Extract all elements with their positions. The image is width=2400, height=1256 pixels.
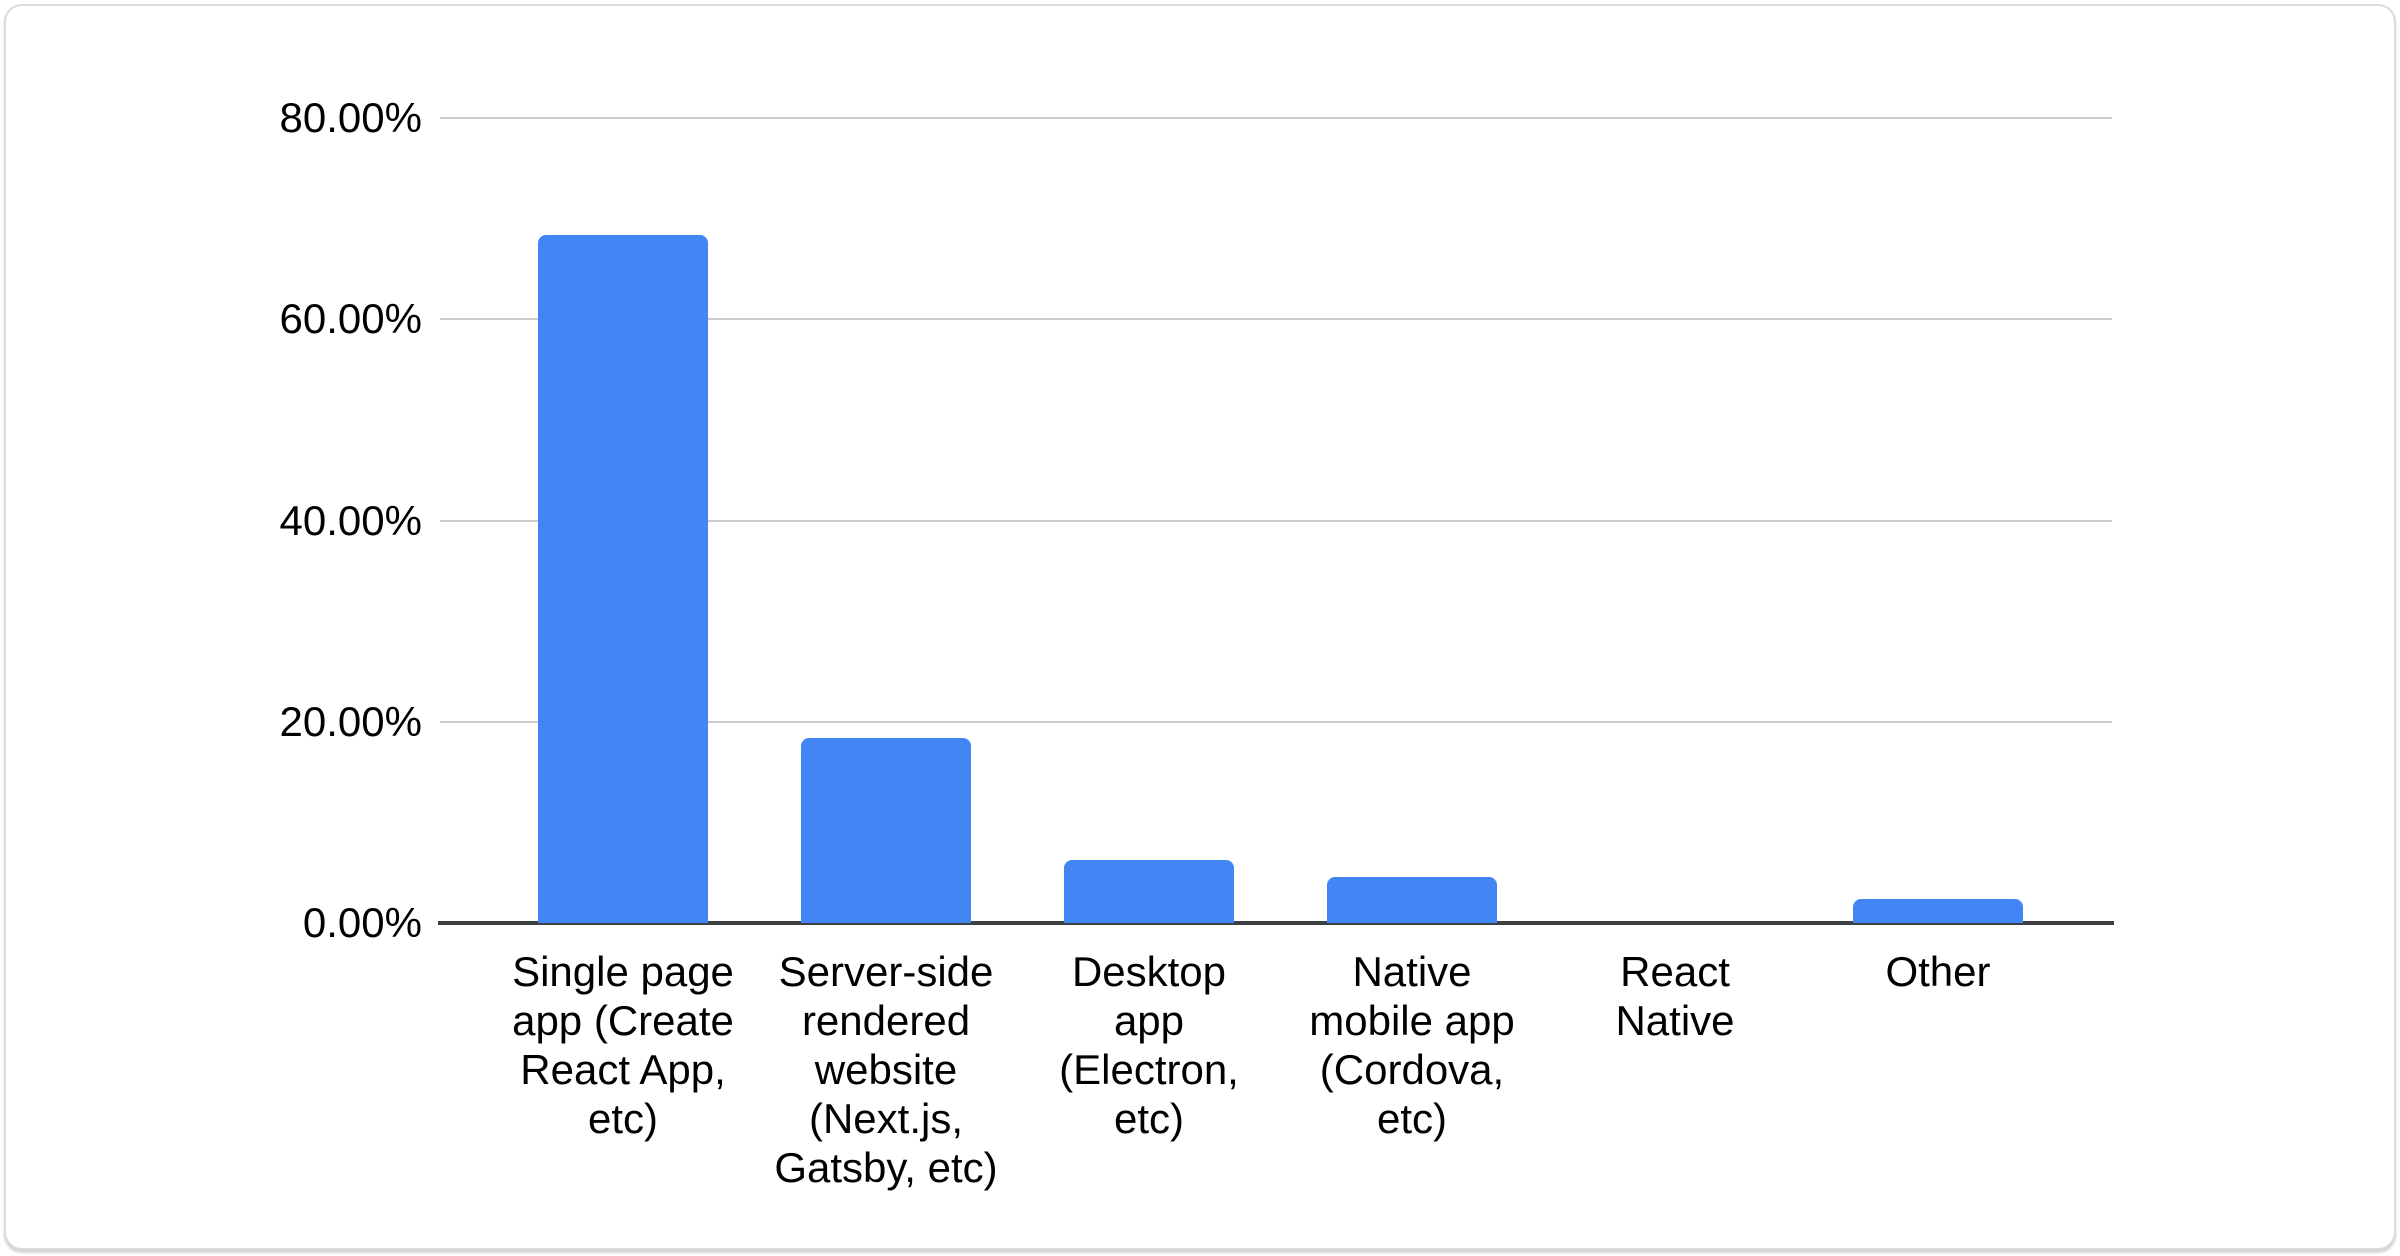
x-axis-label: Server-side rendered website (Next.js, G… xyxy=(774,948,998,1191)
bar[interactable] xyxy=(1853,899,2023,923)
gridline-60 xyxy=(440,318,2112,321)
gridline-20 xyxy=(440,720,2112,723)
x-axis-line xyxy=(438,921,2114,925)
chart-card xyxy=(4,4,2396,1250)
y-tick-label: 60.00% xyxy=(279,295,422,343)
bar[interactable] xyxy=(538,235,708,923)
bar[interactable] xyxy=(1064,860,1234,923)
y-tick-label: 0.00% xyxy=(302,899,422,946)
y-tick-label: 40.00% xyxy=(279,496,422,544)
x-axis-label: Desktop app (Electron, etc) xyxy=(1059,948,1239,1142)
x-axis-label: React Native xyxy=(1615,948,1735,1044)
bar[interactable] xyxy=(1327,877,1497,923)
gridline-80 xyxy=(440,117,2112,119)
y-tick-label: 80.00% xyxy=(279,94,422,141)
x-axis-label: Other xyxy=(1885,948,1991,995)
gridline-40 xyxy=(440,519,2112,522)
x-axis-label: Single page app (Create React App, etc) xyxy=(512,948,734,1142)
y-tick-label: 20.00% xyxy=(279,697,422,745)
bar[interactable] xyxy=(801,738,971,923)
x-axis-label: Native mobile app (Cordova, etc) xyxy=(1309,948,1515,1142)
